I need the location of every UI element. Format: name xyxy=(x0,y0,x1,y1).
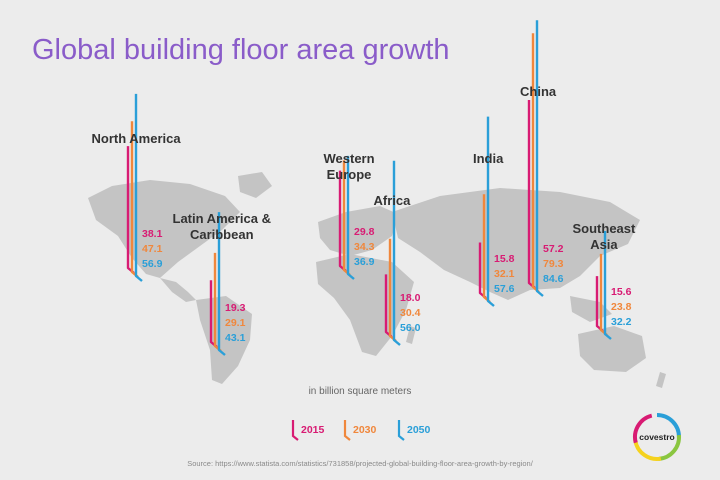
region-label-india: India xyxy=(473,151,503,167)
svg-text:covestro: covestro xyxy=(639,432,674,442)
map-central-america xyxy=(160,278,196,302)
region-label-western-europe: Western Europe xyxy=(324,151,375,183)
value-label-africa-2015: 18.0 xyxy=(400,292,421,304)
unit-note: in billion square meters xyxy=(308,386,412,397)
value-label-southeast-asia-2050: 32.2 xyxy=(611,316,632,328)
value-label-africa-2050: 56.0 xyxy=(400,322,421,334)
value-label-north-america-2050: 56.9 xyxy=(142,258,163,270)
legend-swatch-2030 xyxy=(343,420,351,441)
value-label-china-2050: 84.6 xyxy=(543,273,564,285)
source-note: Source: https://www.statista.com/statist… xyxy=(187,459,533,468)
bar-western-europe-2050 xyxy=(346,155,355,280)
region-label-line-1: Latin America & xyxy=(172,211,272,226)
map-europe xyxy=(318,206,398,256)
value-label-north-america-2015: 38.1 xyxy=(142,228,163,240)
map-africa xyxy=(316,254,414,356)
value-label-western-europe-2050: 36.9 xyxy=(354,256,375,268)
legend-swatch-2015 xyxy=(291,420,299,441)
value-label-latin-america-caribbean-2050: 43.1 xyxy=(225,332,246,344)
value-label-western-europe-2015: 29.8 xyxy=(354,226,375,238)
region-label-north-america: North America xyxy=(92,131,181,147)
region-label-line-2: Europe xyxy=(326,167,372,182)
region-label-southeast-asia: Southeast Asia xyxy=(573,221,636,253)
region-label-line-1: India xyxy=(473,151,504,166)
value-label-china-2030: 79.3 xyxy=(543,258,564,270)
region-label-line-1: Southeast xyxy=(572,221,636,236)
covestro-logo: covestro xyxy=(633,413,681,461)
region-label-line-1: Africa xyxy=(373,193,411,208)
region-label-africa: Africa xyxy=(374,193,411,209)
map-australia xyxy=(578,326,646,372)
region-label-line-1: China xyxy=(520,84,557,99)
map-new-zealand xyxy=(656,372,666,388)
bar-india-2050 xyxy=(486,116,495,307)
map-madagascar xyxy=(406,326,416,344)
bar-africa-2050 xyxy=(392,160,401,346)
legend-label-2030: 2030 xyxy=(353,424,377,436)
chart-title: Global building floor area growth xyxy=(32,34,450,66)
region-label-latin-america-caribbean: Latin America & Caribbean xyxy=(173,211,272,243)
map-greenland xyxy=(238,172,272,198)
region-label-line-2: Asia xyxy=(590,237,618,252)
value-label-china-2015: 57.2 xyxy=(543,243,564,255)
value-label-southeast-asia-2030: 23.8 xyxy=(611,301,632,313)
bars-layer xyxy=(126,20,612,356)
legend-swatch-2050 xyxy=(397,420,405,441)
bar-north-america-2050 xyxy=(134,93,143,282)
value-label-india-2015: 15.8 xyxy=(494,253,515,265)
value-label-north-america-2030: 47.1 xyxy=(142,243,163,255)
value-label-latin-america-caribbean-2030: 29.1 xyxy=(225,317,246,329)
bar-southeast-asia-2050 xyxy=(603,230,612,340)
value-label-western-europe-2030: 34.3 xyxy=(354,241,375,253)
value-label-africa-2030: 30.4 xyxy=(400,307,421,319)
value-label-latin-america-caribbean-2015: 19.3 xyxy=(225,302,246,314)
legend-label-2050: 2050 xyxy=(407,424,431,436)
value-label-india-2050: 57.6 xyxy=(494,283,515,295)
legend-label-2015: 2015 xyxy=(301,424,325,436)
bar-china-2050 xyxy=(535,20,544,297)
region-label-line-1: Western xyxy=(323,151,375,166)
map-north-america xyxy=(88,180,240,278)
map-asia xyxy=(392,188,640,300)
value-label-southeast-asia-2015: 15.6 xyxy=(611,286,632,298)
region-label-line-1: North America xyxy=(91,131,181,146)
value-label-india-2030: 32.1 xyxy=(494,268,515,280)
region-label-line-2: Caribbean xyxy=(189,227,254,242)
region-label-china: China xyxy=(520,84,556,100)
bar-latin-america-caribbean-2050 xyxy=(217,212,226,356)
